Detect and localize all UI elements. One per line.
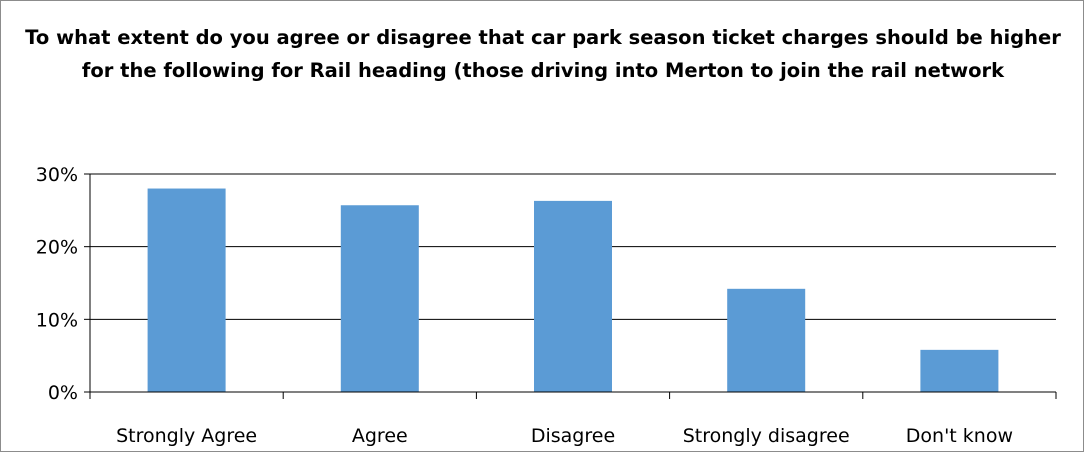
y-tick-label: 30% [36, 164, 78, 186]
y-tick-label: 20% [36, 237, 78, 259]
y-tick-label: 0% [48, 382, 78, 404]
chart-title: To what extent do you agree or disagree … [25, 26, 1061, 82]
bar [534, 200, 612, 392]
bar [727, 288, 806, 392]
x-tick-label: Disagree [531, 425, 615, 447]
x-tick-label: Don't know [906, 425, 1013, 447]
x-tick-label: Agree [352, 425, 408, 447]
x-tick-label: Strongly Agree [116, 425, 257, 447]
bar [340, 205, 419, 392]
bar [147, 188, 226, 392]
bar [920, 349, 999, 392]
x-tick-label: Strongly disagree [683, 425, 850, 447]
y-tick-label: 10% [36, 309, 78, 331]
